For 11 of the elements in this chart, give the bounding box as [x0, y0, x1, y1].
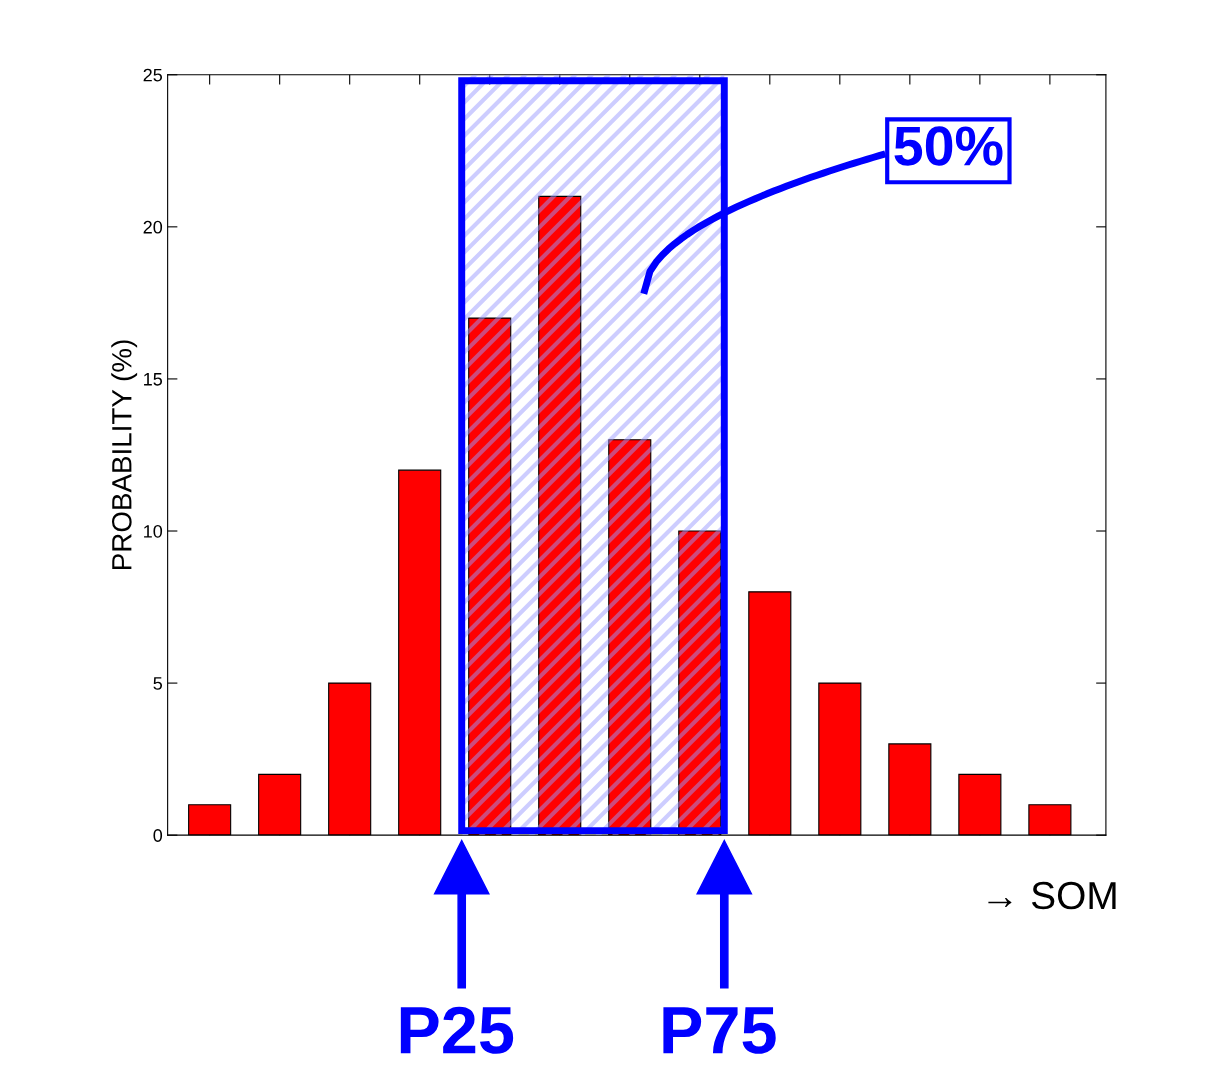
y-tick-label: 5 — [153, 677, 163, 690]
y-tick-label: 20 — [143, 220, 163, 234]
text: P25 — [400, 1006, 514, 1054]
y-tick-label: 25 — [143, 68, 163, 82]
y-tick-label: 10 — [144, 524, 163, 538]
x-axis-title: → SOM — [988, 881, 1116, 910]
text: P75 — [663, 1007, 776, 1054]
annotation: 50% — [894, 126, 1003, 166]
y-tick-label: 15 — [144, 373, 163, 386]
y-tick-label: 0 — [153, 829, 163, 842]
y-axis-title: PROBABILITY (%) — [111, 340, 138, 569]
